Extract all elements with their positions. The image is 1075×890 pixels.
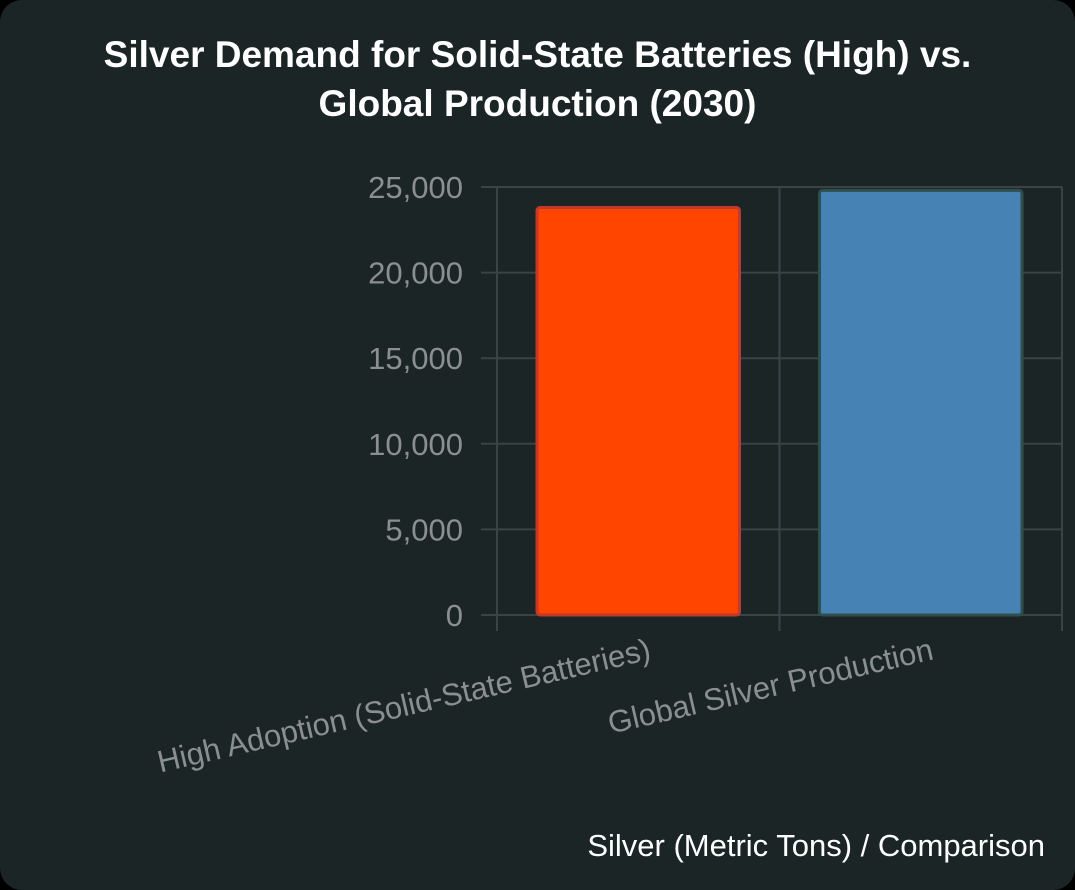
y-tick-label: 25,000 — [368, 170, 463, 205]
y-tick-label: 20,000 — [368, 256, 463, 291]
chart-caption: Silver (Metric Tons) / Comparison — [587, 828, 1045, 863]
chart-title-line-1: Silver Demand for Solid-State Batteries … — [103, 34, 972, 75]
chart-title-line-2: Global Production (2030) — [318, 83, 757, 124]
x-tick-label: Global Silver Production — [604, 632, 936, 741]
x-tick-label: High Adoption (Solid-State Batteries) — [154, 632, 654, 780]
y-tick-label: 0 — [446, 598, 463, 633]
bar — [818, 188, 1024, 617]
x-axis-ticks: High Adoption (Solid-State Batteries)Glo… — [154, 632, 936, 780]
bar — [535, 206, 741, 617]
y-tick-label: 5,000 — [385, 512, 463, 547]
bars — [535, 188, 1024, 617]
y-tick-label: 10,000 — [368, 427, 463, 462]
y-tick-label: 15,000 — [368, 341, 463, 376]
chart-title: Silver Demand for Solid-State Batteries … — [20, 30, 1055, 128]
y-axis-ticks: 0 5,000 10,000 15,000 20,000 25,000 — [368, 170, 463, 633]
